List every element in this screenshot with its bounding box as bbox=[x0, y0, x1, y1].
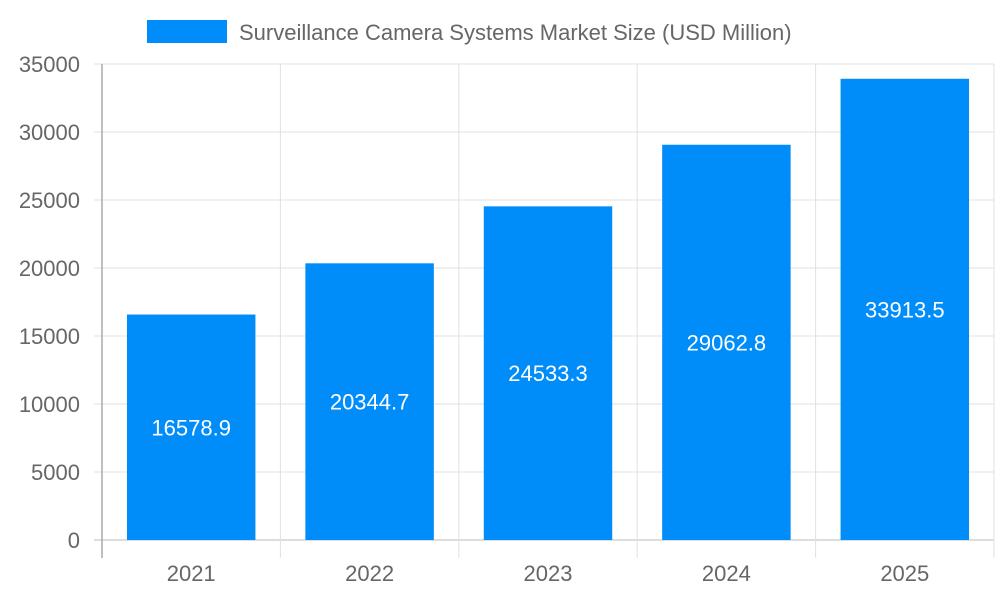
y-tick-label: 25000 bbox=[19, 188, 80, 213]
x-tick-label: 2021 bbox=[167, 561, 216, 586]
data-label: 20344.7 bbox=[330, 390, 410, 415]
y-tick-label: 15000 bbox=[19, 324, 80, 349]
data-label: 33913.5 bbox=[865, 297, 945, 322]
axes: 0 5000 10000 15000 20000 25000 30000 35000 2021 2… bbox=[19, 52, 929, 586]
x-tick-label: 2025 bbox=[880, 561, 929, 586]
legend: Surveillance Camera Systems Market Size … bbox=[147, 20, 792, 45]
y-tick-label: 10000 bbox=[19, 392, 80, 417]
y-tick-label: 20000 bbox=[19, 256, 80, 281]
y-tick-label: 30000 bbox=[19, 120, 80, 145]
x-tick-label: 2022 bbox=[345, 561, 394, 586]
bar-2025 bbox=[840, 78, 970, 540]
bar-2022 bbox=[305, 263, 434, 540]
legend-label: Surveillance Camera Systems Market Size … bbox=[239, 20, 792, 45]
bar-2023 bbox=[483, 206, 613, 541]
x-tick-label: 2023 bbox=[524, 561, 573, 586]
data-label: 29062.8 bbox=[687, 330, 767, 355]
y-tick-label: 0 bbox=[68, 528, 80, 553]
data-label: 16578.9 bbox=[151, 415, 231, 440]
legend-swatch bbox=[147, 20, 227, 43]
bars: 16578.9 20344.7 24533.3 29062.8 33913.5 bbox=[126, 78, 970, 541]
bar-2021 bbox=[126, 314, 256, 540]
data-label: 24533.3 bbox=[508, 361, 588, 386]
y-tick-label: 5000 bbox=[31, 460, 80, 485]
y-tick-label: 35000 bbox=[19, 52, 80, 77]
bar-2024 bbox=[662, 144, 791, 541]
x-tick-label: 2024 bbox=[702, 561, 751, 586]
